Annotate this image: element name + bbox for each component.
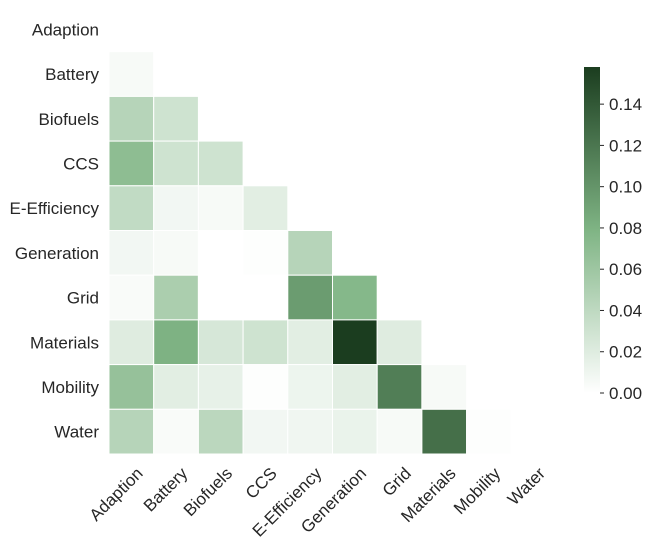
heatmap-cell-ccs-adaption: [108, 140, 155, 187]
heatmap-cell-mobility-ccs: [242, 364, 289, 410]
x-tick-label: CCS: [242, 464, 281, 503]
y-tick-label: Biofuels: [39, 110, 99, 129]
heatmap-cell-materials-biofuels: [197, 319, 244, 366]
heatmap-cell-e-efficiency-adaption: [108, 185, 155, 232]
heatmap-cell-biofuels-adaption: [108, 95, 155, 142]
colorbar-tick-label: 0.00: [609, 384, 642, 403]
heatmap-cell-water-grid: [376, 408, 423, 455]
heatmap-cell-e-efficiency-biofuels: [197, 185, 244, 232]
heatmap-cell-grid-battery: [153, 274, 199, 321]
y-tick-label: Battery: [45, 65, 99, 84]
heatmap-cell-grid-generation: [332, 274, 378, 321]
heatmap-cell-mobility-e-efficiency: [287, 364, 333, 410]
heatmap-cell-water-biofuels: [197, 408, 244, 455]
colorbar-tick-label: 0.06: [609, 260, 642, 279]
heatmap-cell-grid-biofuels: [197, 274, 244, 321]
heatmap-cell-water-e-efficiency: [287, 408, 333, 455]
heatmap-cell-generation-e-efficiency: [287, 230, 333, 276]
y-tick-labels: Adaption Battery Biofuels CCS E-Efficiency Ge…: [10, 20, 100, 441]
heatmap-cell-water-adaption: [108, 408, 155, 455]
heatmap-cell-grid-adaption: [108, 274, 155, 321]
heatmap-cell-battery-adaption: [108, 51, 155, 97]
heatmap-cell-mobility-adaption: [108, 364, 155, 410]
colorbar-gradient: [584, 67, 600, 393]
colorbar-tick-label: 0.04: [609, 301, 642, 320]
heatmap-cell-grid-e-efficiency: [287, 274, 333, 321]
colorbar: 0.00 0.02 0.04 0.06 0.08 0.10 0.12 0.14: [584, 67, 642, 403]
x-tick-label: Water: [504, 464, 549, 509]
heatmap-cell-materials-e-efficiency: [287, 319, 333, 366]
colorbar-tick-label: 0.10: [609, 178, 642, 197]
heatmap-cell-materials-generation: [332, 319, 378, 366]
heatmap-cell-grid-ccs: [242, 274, 289, 321]
heatmap-cell-materials-battery: [153, 319, 199, 366]
heatmap-cell-water-ccs: [242, 408, 289, 455]
heatmap-cell-materials-grid: [376, 319, 423, 366]
x-tick-label: Mobility: [450, 464, 505, 519]
y-tick-label: Mobility: [41, 378, 99, 397]
heatmap-cell-ccs-biofuels: [197, 140, 244, 187]
heatmap-cell-mobility-generation: [332, 364, 378, 410]
x-tick-label: Grid: [379, 464, 415, 500]
y-tick-label: E-Efficiency: [10, 199, 100, 218]
heatmap-cell-mobility-biofuels: [197, 364, 244, 410]
colorbar-tick-label: 0.02: [609, 343, 642, 362]
heatmap-cell-water-generation: [332, 408, 378, 455]
heatmap-cell-generation-biofuels: [197, 230, 244, 276]
heatmap-cell-water-materials: [421, 408, 468, 455]
y-tick-label: Grid: [67, 289, 99, 308]
colorbar-tick-label: 0.08: [609, 219, 642, 238]
heatmap-cell-e-efficiency-battery: [153, 185, 199, 232]
heatmap-cell-water-mobility: [466, 408, 512, 455]
colorbar-tick-label: 0.14: [609, 95, 642, 114]
y-tick-label: Materials: [30, 333, 99, 352]
heatmap-cell-biofuels-battery: [153, 95, 199, 142]
colorbar-tick-label: 0.12: [609, 136, 642, 155]
colorbar-ticks: 0.00 0.02 0.04 0.06 0.08 0.10 0.12 0.14: [600, 95, 642, 403]
heatmap-cell-materials-ccs: [242, 319, 289, 366]
heatmap-cell-mobility-battery: [153, 364, 199, 410]
heatmap-cell-mobility-grid: [376, 364, 423, 410]
y-tick-label: Generation: [15, 244, 99, 263]
x-tick-label: Adaption: [86, 464, 147, 525]
heatmap-cell-mobility-materials: [421, 364, 468, 410]
heatmap-cell-e-efficiency-ccs: [242, 185, 289, 232]
heatmap-cell-generation-adaption: [108, 230, 155, 276]
heatmap-cell-generation-ccs: [242, 230, 289, 276]
heatmap-cell-ccs-battery: [153, 140, 199, 187]
x-tick-label: Biofuels: [180, 464, 236, 520]
y-tick-label: Adaption: [32, 20, 99, 39]
y-tick-label: Water: [54, 423, 99, 442]
y-tick-label: CCS: [63, 154, 99, 173]
heatmap-cell-materials-adaption: [108, 319, 155, 366]
heatmap-cells: [108, 51, 512, 455]
heatmap-cell-generation-battery: [153, 230, 199, 276]
heatmap-cell-water-battery: [153, 408, 199, 455]
